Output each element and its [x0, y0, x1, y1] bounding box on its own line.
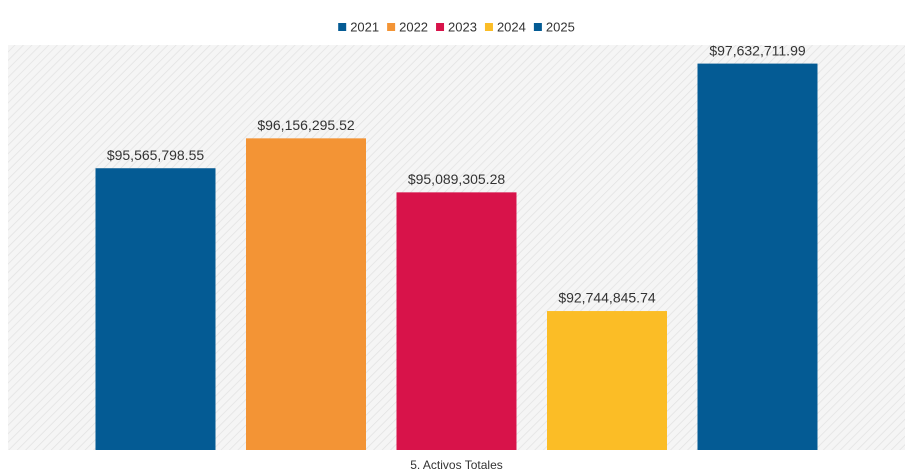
legend-label: 2025 [546, 19, 575, 34]
data-label: $95,089,305.28 [408, 171, 506, 187]
bar [697, 63, 818, 450]
data-label: $97,632,711.99 [709, 42, 805, 58]
legend-swatch [387, 23, 396, 31]
legend-label: 2023 [448, 19, 477, 34]
legend-swatch [533, 23, 542, 31]
bar [396, 192, 517, 450]
legend-label: 2021 [350, 19, 379, 34]
legend-swatch [484, 23, 493, 31]
x-tick-label: 5. Activos Totales [410, 458, 503, 472]
data-label: $96,156,295.52 [257, 117, 355, 133]
legend-swatch [338, 23, 347, 31]
bar [95, 168, 216, 450]
legend-label: 2024 [497, 19, 526, 34]
legend-swatch [436, 23, 445, 31]
bar [547, 311, 667, 450]
legend-label: 2022 [399, 19, 428, 34]
data-label: $92,744,845.74 [558, 290, 656, 306]
data-label: $95,565,798.55 [107, 147, 205, 163]
bar [246, 138, 366, 451]
